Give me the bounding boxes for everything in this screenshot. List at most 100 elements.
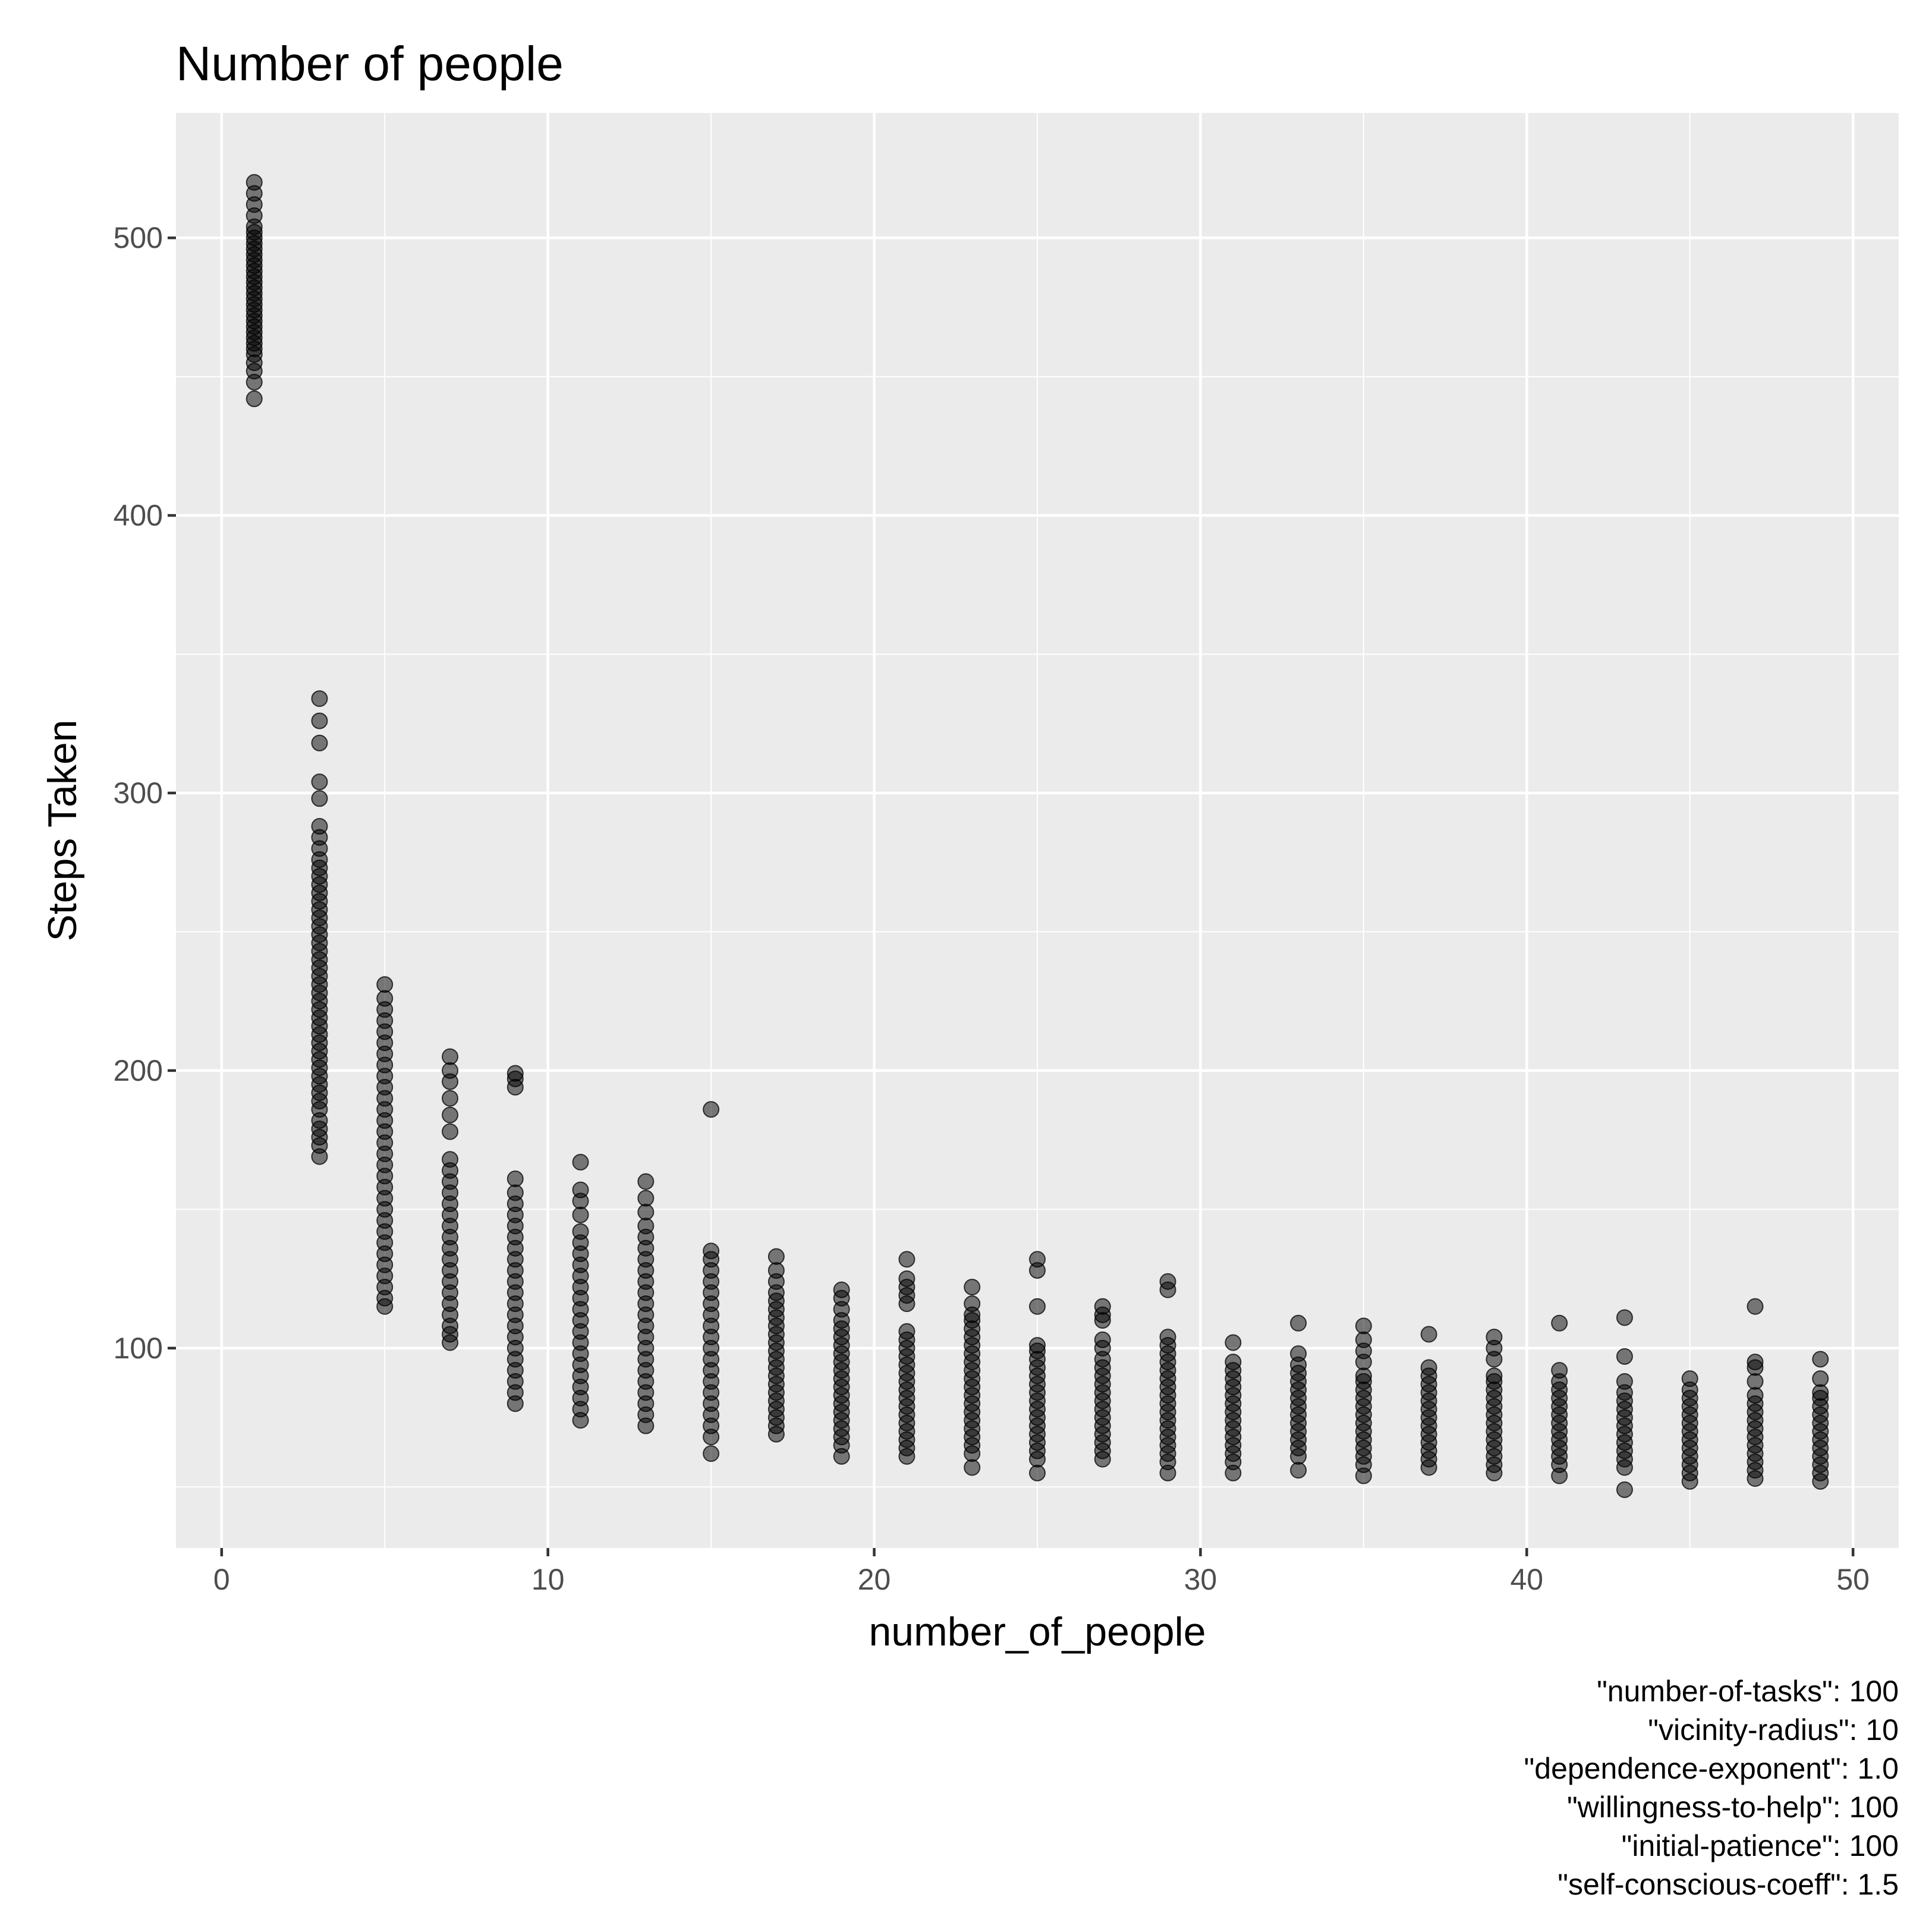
- major-gridlines: [176, 113, 1899, 1548]
- data-point: [1225, 1354, 1242, 1371]
- y-tick-label: 100: [114, 1332, 163, 1365]
- data-point: [311, 690, 328, 707]
- data-point: [1747, 1373, 1764, 1390]
- data-point: [506, 1170, 524, 1187]
- data-point: [1681, 1370, 1698, 1387]
- data-point: [1290, 1314, 1307, 1332]
- data-point: [1812, 1370, 1829, 1387]
- chart-title: Number of people: [176, 37, 564, 91]
- data-point: [1616, 1373, 1633, 1390]
- x-tick-label: 30: [1184, 1563, 1217, 1596]
- data-point: [1812, 1384, 1829, 1401]
- data-point: [1225, 1334, 1242, 1351]
- data-point: [637, 1173, 655, 1190]
- data-point: [442, 1123, 459, 1140]
- data-point: [442, 1106, 459, 1124]
- data-point: [1747, 1298, 1764, 1315]
- data-point: [1551, 1314, 1568, 1332]
- data-point: [311, 712, 328, 729]
- x-tick-label: 40: [1510, 1563, 1543, 1596]
- data-point: [1420, 1359, 1437, 1376]
- x-tick-label: 20: [858, 1563, 891, 1596]
- data-point: [767, 1248, 785, 1265]
- data-point: [1159, 1273, 1176, 1290]
- data-point: [442, 1090, 459, 1107]
- data-point: [703, 1242, 720, 1260]
- data-point: [964, 1459, 981, 1476]
- data-point: [1486, 1329, 1503, 1346]
- data-point: [442, 1151, 459, 1168]
- data-point: [964, 1279, 981, 1296]
- minor-gridlines: [176, 113, 1899, 1548]
- data-point: [1616, 1309, 1633, 1326]
- data-point: [1159, 1329, 1176, 1346]
- data-point: [1029, 1298, 1046, 1315]
- data-point: [506, 1184, 524, 1201]
- caption-vicinity-radius: "vicinity-radius": 10: [1648, 1713, 1899, 1747]
- data-point: [703, 1445, 720, 1462]
- data-point: [311, 734, 328, 751]
- data-point: [572, 1153, 589, 1170]
- data-point: [311, 817, 328, 835]
- data-points: [246, 174, 1829, 1498]
- data-point: [964, 1295, 981, 1313]
- data-point: [1029, 1251, 1046, 1268]
- data-point: [898, 1251, 915, 1268]
- parameter-caption: "number-of-tasks": 100 "vicinity-radius"…: [1524, 1675, 1899, 1901]
- y-tick-label: 200: [114, 1054, 163, 1087]
- caption-initial-patience: "initial-patience": 100: [1622, 1829, 1899, 1862]
- data-point: [767, 1262, 785, 1279]
- caption-number-of-tasks: "number-of-tasks": 100: [1597, 1675, 1899, 1708]
- x-axis-ticks: 0 10 20 30 40 50: [213, 1548, 1870, 1596]
- data-point: [1420, 1326, 1437, 1343]
- y-axis-ticks: 100 200 300 400 500: [114, 221, 176, 1365]
- x-tick-label: 0: [213, 1563, 230, 1596]
- x-axis-title: number_of_people: [869, 1609, 1206, 1654]
- x-tick-label: 50: [1836, 1563, 1870, 1596]
- data-point: [376, 990, 394, 1007]
- data-point: [1094, 1331, 1111, 1348]
- data-point: [246, 390, 263, 407]
- data-point: [637, 1204, 655, 1221]
- y-axis-title: Steps Taken: [40, 719, 85, 941]
- caption-self-conscious-coeff: "self-conscious-coeff": 1.5: [1557, 1868, 1899, 1901]
- data-point: [1094, 1298, 1111, 1315]
- y-tick-label: 300: [114, 776, 163, 810]
- data-point: [311, 790, 328, 807]
- data-point: [703, 1101, 720, 1118]
- caption-dependence-exponent: "dependence-exponent": 1.0: [1524, 1752, 1899, 1785]
- data-point: [1747, 1354, 1764, 1371]
- data-point: [572, 1223, 589, 1240]
- data-point: [833, 1281, 850, 1298]
- data-point: [1029, 1337, 1046, 1354]
- data-point: [637, 1190, 655, 1207]
- y-tick-label: 500: [114, 221, 163, 254]
- data-point: [1355, 1317, 1372, 1335]
- data-point: [1486, 1367, 1503, 1385]
- data-point: [1290, 1345, 1307, 1363]
- data-point: [442, 1048, 459, 1065]
- data-point: [1029, 1464, 1046, 1481]
- data-point: [1616, 1481, 1633, 1498]
- data-point: [1355, 1367, 1372, 1385]
- caption-willingness-to-help: "willingness-to-help": 100: [1567, 1791, 1899, 1824]
- data-point: [572, 1206, 589, 1223]
- y-tick-label: 400: [114, 499, 163, 532]
- data-point: [898, 1270, 915, 1288]
- data-point: [1812, 1351, 1829, 1368]
- data-point: [311, 773, 328, 791]
- data-point: [506, 1065, 524, 1082]
- data-point: [1551, 1362, 1568, 1379]
- data-point: [1616, 1348, 1633, 1365]
- data-point: [572, 1181, 589, 1198]
- data-point: [1290, 1462, 1307, 1479]
- x-tick-label: 10: [531, 1563, 565, 1596]
- data-point: [637, 1217, 655, 1235]
- data-point: [898, 1323, 915, 1340]
- data-point: [442, 1062, 459, 1079]
- data-point: [1747, 1387, 1764, 1404]
- data-point: [246, 174, 263, 191]
- data-point: [1355, 1331, 1372, 1348]
- data-point: [376, 976, 394, 993]
